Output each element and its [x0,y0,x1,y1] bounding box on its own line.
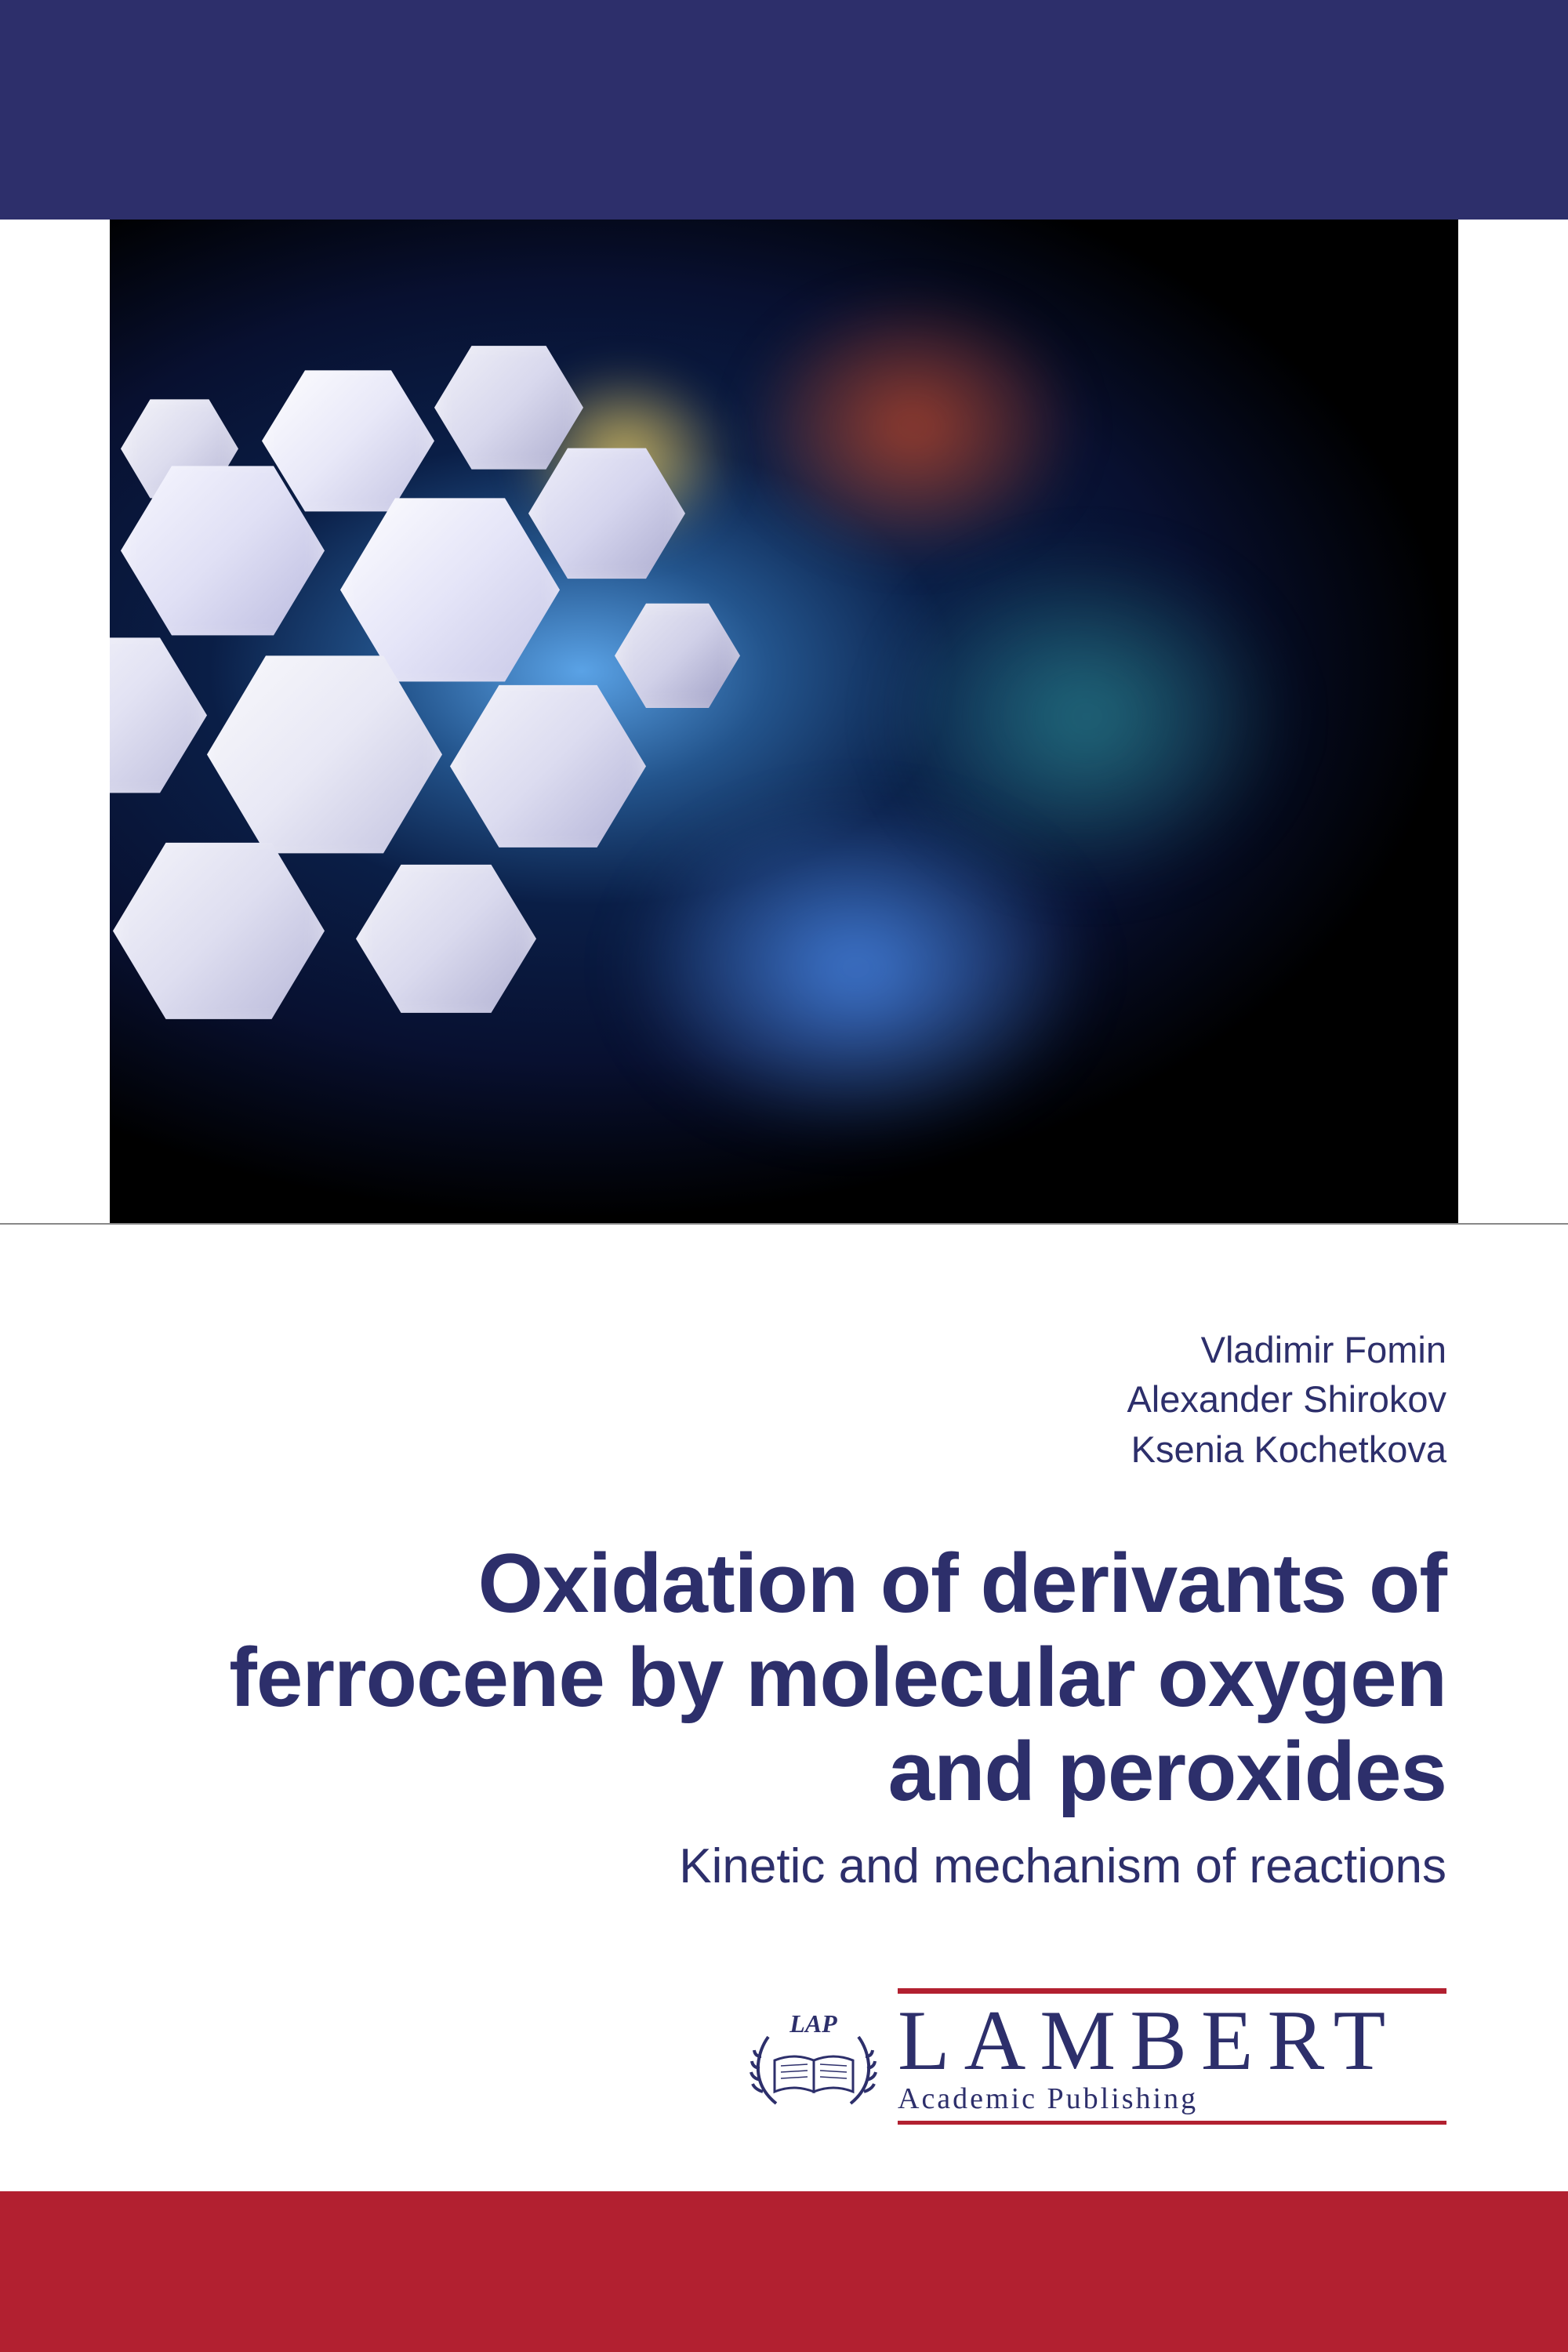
author-name: Ksenia Kochetkova [1127,1425,1446,1474]
open-book-icon [767,2049,861,2100]
bottom-bar [0,2191,1568,2352]
authors-block: Vladimir Fomin Alexander Shirokov Ksenia… [1127,1325,1446,1474]
publisher-emblem-icon: LAP [753,2005,874,2107]
divider-line [0,1223,1568,1225]
author-name: Vladimir Fomin [1127,1325,1446,1374]
top-bar [0,0,1568,220]
cover-image [110,220,1458,1223]
publisher-name: LAMBERT [898,1998,1446,2083]
accent-line-bottom [898,2121,1446,2125]
publisher-abbreviation: LAP [789,2009,837,2038]
book-subtitle: Kinetic and mechanism of reactions [122,1838,1446,1894]
hexagon-sphere-graphic [110,299,826,1083]
publisher-tagline: Academic Publishing [898,2082,1446,2116]
book-title: Oxidation of derivants of ferrocene by m… [122,1537,1446,1818]
author-name: Alexander Shirokov [1127,1374,1446,1424]
publisher-logo: LAP LAMBERT Academic Publishing [753,1988,1446,2125]
publisher-text-block: LAMBERT Academic Publishing [898,1988,1446,2125]
